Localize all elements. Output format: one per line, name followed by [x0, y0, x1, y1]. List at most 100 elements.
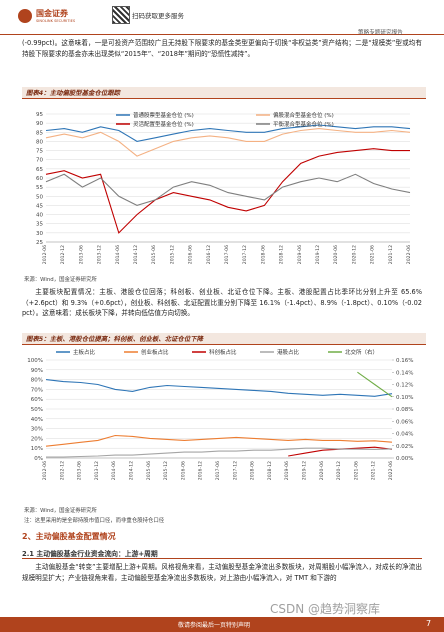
- x-tick-label: 2021-12: [371, 461, 377, 480]
- x-tick-label: 2018-06: [250, 461, 256, 480]
- y-tick-label: 95: [36, 112, 43, 118]
- section-heading: 2、主动偏股基金配置情况: [22, 532, 116, 541]
- y-tick-label: 90: [36, 121, 43, 127]
- y-tick-label: 70%: [31, 387, 43, 393]
- x-tick-label: 2022-06: [388, 461, 394, 480]
- x-tick-label: 2020-12: [336, 461, 342, 480]
- x-tick-label: 2015-06: [151, 245, 157, 264]
- legend-label: 灵活配置型基金仓位 (%): [133, 120, 194, 128]
- chart: 25 30 35 40 45 50 55 60 65 70 75 80 85 90 95 2012-06 201…: [36, 111, 412, 264]
- y2-tick-label: 0.04%: [396, 432, 413, 438]
- x-tick-label: 2012-12: [60, 245, 66, 264]
- footer: 敬请参阅最后一页特别声明 7: [0, 617, 444, 632]
- y-tick-label: 50: [36, 194, 43, 200]
- chart: 0% 10% 20% 30% 40% 50% 60% 70% 80% 90% 100% 0.00% 0.…: [27, 348, 413, 480]
- x-tick-label: 2020-06: [333, 245, 339, 264]
- y-tick-label: 75: [36, 149, 43, 155]
- x-tick-label: 2013-06: [78, 245, 84, 264]
- note: 注：这里采用的是全部持股市值口径，而非重仓股持仓口径: [24, 518, 165, 524]
- x-tick-label: 2020-06: [319, 461, 325, 480]
- x-tick-label: 2021-06: [353, 461, 359, 480]
- x-tick-label: 2013-12: [97, 245, 103, 264]
- x-tick-label: 2015-12: [163, 461, 169, 480]
- y2-tick-label: 0.00%: [396, 456, 413, 462]
- x-tick-label: 2020-12: [351, 245, 357, 264]
- y2-tick-label: 0.14%: [396, 370, 413, 376]
- y-tick-label: 60%: [31, 397, 43, 403]
- y2-tick-label: 0.12%: [396, 383, 413, 389]
- x-tick-label: 2016-12: [198, 461, 204, 480]
- legend-label: 平衡混合型基金仓位 (%): [273, 120, 334, 128]
- watermark: CSDN @趋势洞察库: [270, 602, 381, 616]
- y-tick-label: 30: [36, 231, 43, 237]
- y-tick-label: 30%: [31, 427, 43, 433]
- x-tick-label: 2015-12: [169, 245, 175, 264]
- x-tick-label: 2017-12: [232, 461, 238, 480]
- x-tick-label: 2016-06: [180, 461, 186, 480]
- y-tick-label: 35: [36, 222, 43, 228]
- qr-code: [112, 6, 130, 24]
- x-tick-label: 2019-12: [302, 461, 308, 480]
- y-tick-label: 10%: [31, 446, 43, 452]
- x-tick-label: 2014-06: [115, 245, 121, 264]
- x-tick-label: 2021-06: [370, 245, 376, 264]
- series-line: [45, 434, 393, 447]
- paragraph: 主要板块配置情况：主板、港股仓位回落；科创板、创业板、北证仓位下降。主板、港股配…: [22, 288, 422, 317]
- x-tick-label: 2021-12: [388, 245, 394, 264]
- legend-label: 偏股混合型基金仓位 (%): [273, 111, 334, 119]
- disclaimer: 敬请参阅最后一页特别声明: [178, 622, 251, 629]
- paragraph: (-0.99pct)。这意味着，一是可投资产范围较广且无持股下限要求的基金类型更…: [22, 39, 422, 58]
- x-tick-label: 2012-12: [59, 461, 65, 480]
- y-tick-label: 20%: [31, 436, 43, 442]
- y-tick-label: 80%: [31, 378, 43, 384]
- y-tick-label: 90%: [31, 368, 43, 374]
- y-tick-label: 40%: [31, 417, 43, 423]
- series-line: [46, 447, 393, 458]
- figure-title: 图表5：主板、港股仓位提高；科创板、创业板、北证仓位下降: [22, 333, 426, 345]
- x-tick-label: 2019-06: [284, 461, 290, 480]
- y2-tick-label: 0.16%: [396, 358, 413, 364]
- x-tick-label: 2014-06: [111, 461, 117, 480]
- y2-tick-label: 0.06%: [396, 419, 413, 425]
- x-tick-label: 2019-06: [297, 245, 303, 264]
- paragraph: 主动偏股基金“转变”主要增配上游+周期。风格视角来看，主动偏股型基金净流出多数板…: [22, 563, 422, 582]
- y-tick-label: 50%: [31, 407, 43, 413]
- x-tick-label: 2022-06: [406, 245, 412, 264]
- report-type: 策略专题研究报告: [358, 30, 403, 36]
- x-tick-label: 2017-06: [224, 245, 230, 264]
- y-tick-label: 55: [36, 185, 43, 191]
- y-tick-label: 45: [36, 203, 43, 209]
- y-tick-label: 65: [36, 167, 43, 173]
- y-tick-label: 70: [36, 158, 43, 164]
- x-tick-label: 2018-12: [267, 461, 273, 480]
- legend-label: 主板占比: [73, 348, 96, 356]
- legend-label: 普通股票型基金仓位 (%): [133, 111, 194, 119]
- header: 国金证券 SINOLINK SECURITIES 扫码获取更多服务 策略专题研究…: [0, 0, 444, 36]
- source: 来源：Wind，国金证券研究所: [24, 508, 97, 514]
- figure-title: 图表4：主动偏股型基金仓位跟踪: [22, 87, 426, 99]
- y-tick-label: 80: [36, 139, 43, 145]
- x-tick-label: 2013-06: [77, 461, 83, 480]
- x-tick-label: 2019-12: [315, 245, 321, 264]
- x-tick-label: 2015-06: [146, 461, 152, 480]
- source: 来源：Wind，国金证券研究所: [24, 277, 97, 283]
- logo-text: 国金证券: [36, 9, 68, 18]
- legend-label: 港股占比: [277, 348, 300, 356]
- logo-icon: [18, 9, 32, 23]
- y2-tick-label: 0.08%: [396, 407, 413, 413]
- logo-en: SINOLINK SECURITIES: [36, 19, 76, 23]
- y-tick-label: 85: [36, 130, 43, 136]
- x-tick-label: 2014-12: [133, 245, 139, 264]
- x-tick-label: 2016-06: [188, 245, 194, 264]
- series-line: [45, 124, 411, 142]
- page-number: 7: [426, 619, 432, 628]
- x-tick-label: 2012-06: [42, 245, 48, 264]
- x-tick-label: 2016-12: [206, 245, 212, 264]
- legend-label: 创业板占比: [141, 348, 169, 356]
- y-tick-label: 60: [36, 176, 43, 182]
- x-tick-label: 2017-12: [242, 245, 248, 264]
- y-tick-label: 25: [36, 240, 43, 246]
- series-line: [45, 128, 411, 157]
- y-tick-label: 100%: [27, 358, 43, 364]
